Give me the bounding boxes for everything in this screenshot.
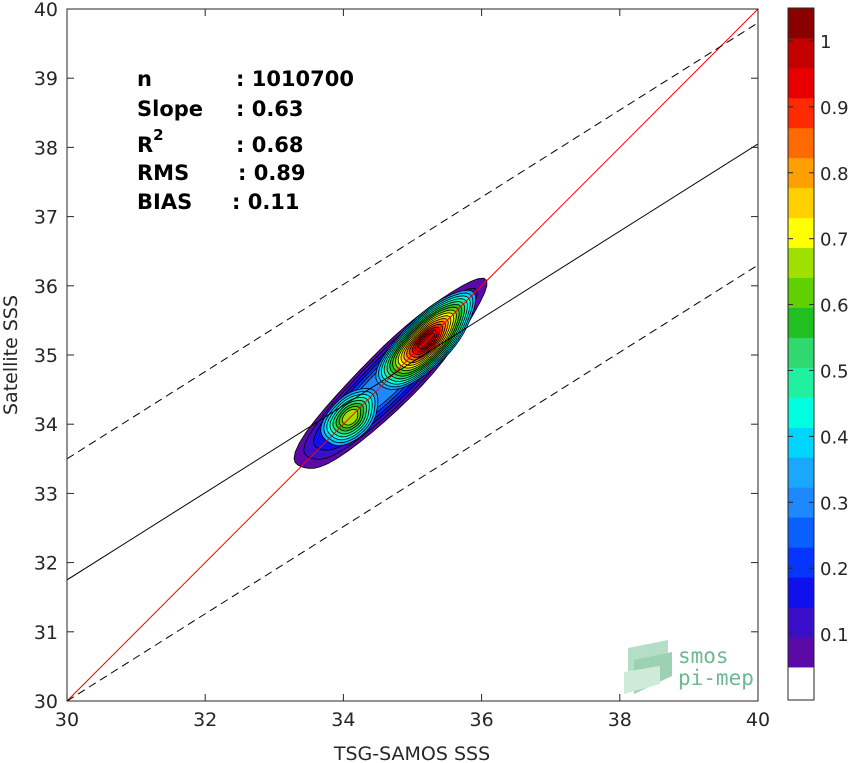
colorbar-tick-label: 0.3 <box>820 493 849 514</box>
colorbar-swatch <box>788 397 814 428</box>
y-tick-label: 36 <box>34 276 58 298</box>
colorbar-swatch <box>788 337 814 368</box>
x-axis-label: TSG-SAMOS SSS <box>333 743 490 763</box>
logo-graphic <box>624 640 672 694</box>
stat-label: R2 <box>137 126 164 157</box>
reference-lines <box>67 9 758 701</box>
stat-value: : 0.68 <box>236 133 304 157</box>
stat-label: RMS <box>137 161 189 185</box>
x-tick-label: 36 <box>470 709 494 731</box>
colorbar-swatch <box>788 427 814 458</box>
y-tick-label: 33 <box>34 483 58 505</box>
colorbar-swatch <box>788 577 814 608</box>
stat-value: : 1010700 <box>236 67 354 91</box>
x-tick-label: 32 <box>193 709 217 731</box>
colorbar-tick-label: 0.5 <box>820 361 849 382</box>
x-tick-label: 40 <box>746 709 770 731</box>
colorbar-swatch <box>788 457 814 488</box>
smos-pimep-logo: smos pi-mep <box>624 640 754 694</box>
colorbar-swatch <box>788 8 814 39</box>
y-tick-label: 38 <box>34 137 58 159</box>
colorbar-tick-label: 0.1 <box>820 625 849 646</box>
x-axis: 30 32 34 36 38 40 <box>55 9 770 731</box>
y-axis: 30 31 32 33 34 35 36 37 38 39 40 <box>34 0 758 713</box>
stat-value: : 0.11 <box>232 190 300 214</box>
x-tick-label: 30 <box>55 709 79 731</box>
colorbar-swatch <box>788 187 814 219</box>
colorbar-swatch <box>788 277 814 308</box>
colorbar-tick-label: 0.9 <box>820 98 849 119</box>
lower-bound-line <box>67 264 758 701</box>
colorbar-tick-label: 0.6 <box>820 296 849 317</box>
stats-box: n : 1010700 Slope : 0.63 R2 : 0.68 RMS : 0.89 BI… <box>137 67 354 214</box>
y-tick-label: 35 <box>34 345 58 367</box>
colorbar-swatch <box>788 67 814 99</box>
y-tick-label: 30 <box>34 691 58 713</box>
colorbar-tick-label: 0.2 <box>820 559 849 580</box>
stat-label: Slope <box>137 97 203 121</box>
x-tick-label: 34 <box>331 709 355 731</box>
logo-line2: pi-mep <box>678 666 754 690</box>
regression-line <box>67 143 758 581</box>
stat-value: : 0.63 <box>236 97 304 121</box>
colorbar-swatch <box>788 547 814 578</box>
colorbar-tick-label: 1 <box>820 32 831 53</box>
stat-value: : 0.89 <box>238 161 306 185</box>
x-tick-label: 38 <box>608 709 632 731</box>
upper-bound-line <box>67 22 758 460</box>
colorbar-frame <box>787 7 815 701</box>
stat-label: n <box>137 67 152 91</box>
y-tick-label: 37 <box>34 207 58 229</box>
colorbar-swatch <box>788 97 814 129</box>
colorbar-swatch <box>788 307 814 338</box>
y-tick-label: 34 <box>34 414 58 436</box>
y-tick-label: 40 <box>34 0 58 21</box>
stat-label: BIAS <box>137 190 192 214</box>
colorbar-swatch <box>788 247 814 279</box>
y-axis-label: Satellite SSS <box>0 295 22 415</box>
colorbar-tick-label: 0.8 <box>820 164 849 185</box>
colorbar-swatch <box>788 37 814 69</box>
colorbar-swatch <box>788 127 814 159</box>
colorbar-swatch <box>788 637 814 668</box>
colorbar-swatch <box>788 517 814 548</box>
colorbar-tick-label: 0.7 <box>820 230 849 251</box>
identity-line <box>67 9 758 701</box>
colorbar-tick-label: 0.4 <box>820 427 849 448</box>
colorbar-swatch <box>788 217 814 249</box>
density-contours <box>293 277 488 469</box>
colorbar-swatch <box>788 367 814 398</box>
colorbar-swatch <box>788 667 814 700</box>
colorbar: 0.1 0.2 0.3 0.4 0.5 0.6 0.7 0.8 0.9 1 <box>787 7 849 701</box>
colorbar-swatch <box>788 607 814 638</box>
y-tick-label: 31 <box>34 622 58 644</box>
y-tick-label: 32 <box>34 553 58 575</box>
logo-line1: smos <box>678 644 729 668</box>
y-tick-label: 39 <box>34 68 58 90</box>
